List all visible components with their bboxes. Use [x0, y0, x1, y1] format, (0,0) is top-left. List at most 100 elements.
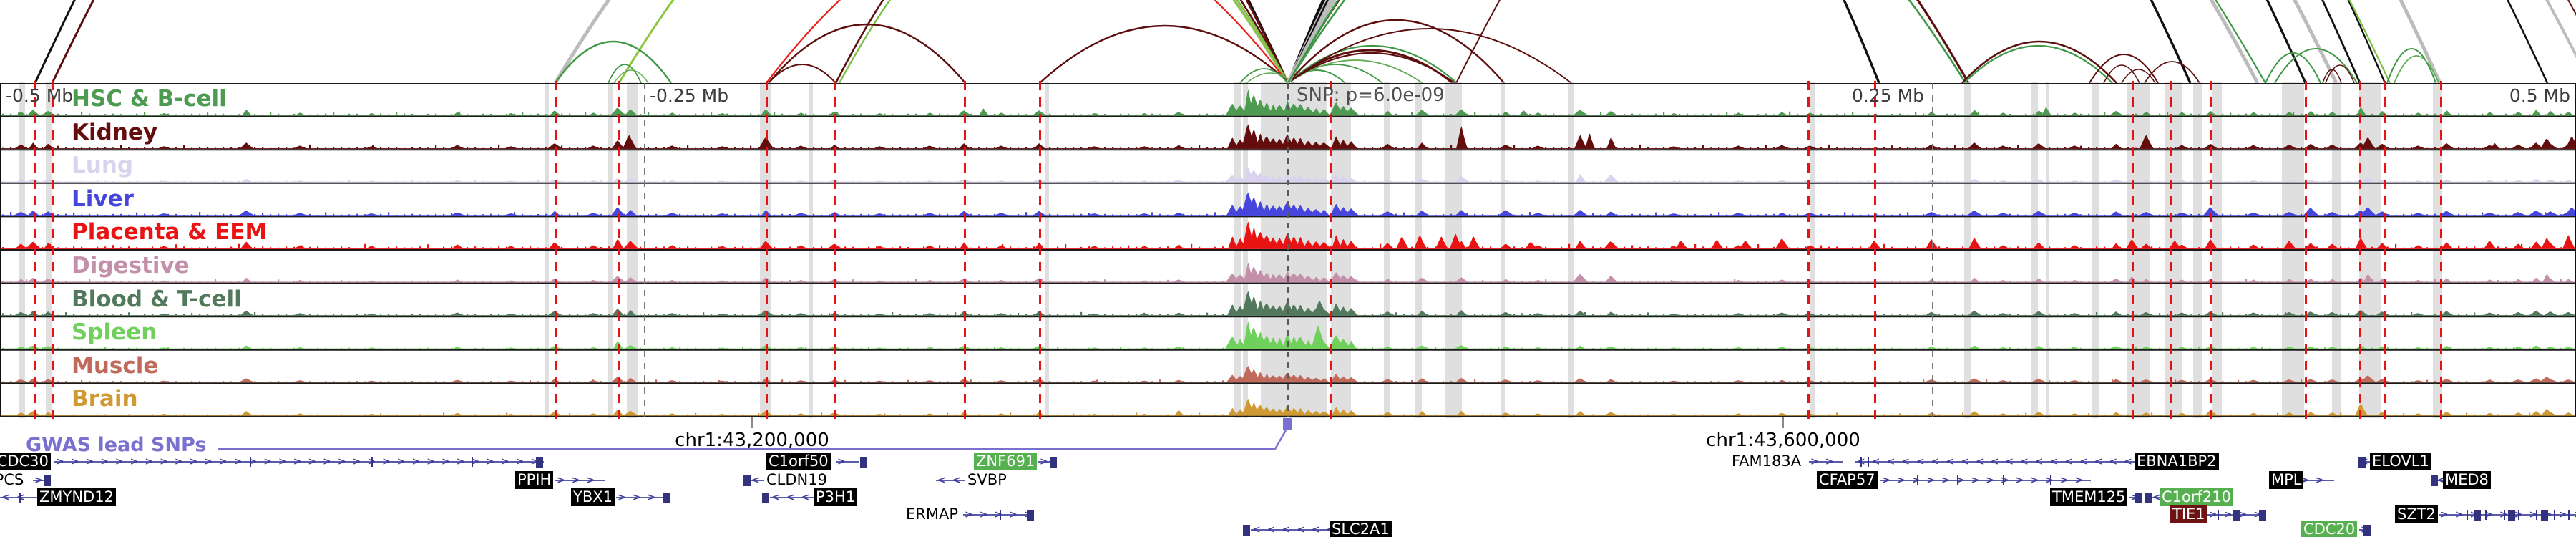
track-peaks: [14, 192, 2576, 216]
exon-block: [2358, 456, 2366, 468]
gene-label-ybx1[interactable]: YBX1: [571, 488, 615, 506]
interaction-arc: [2121, 69, 2156, 83]
track-label-liver[interactable]: Liver: [72, 185, 134, 212]
interaction-arc: [1287, 45, 1458, 83]
gene-label-c1orf50[interactable]: C1orf50: [766, 453, 831, 470]
interaction-arc: [2089, 54, 2159, 83]
gene-label-ppcs[interactable]: PPCS: [0, 471, 24, 488]
gwas-lead-snps-label: GWAS lead SNPs: [26, 434, 207, 456]
track-side-border: [2575, 83, 2576, 417]
scale-label: -0.5 Mb: [6, 85, 74, 106]
strand-direction-arrows: <: [2437, 474, 2443, 487]
coordinate-label: chr1:43,600,000: [1706, 430, 1860, 451]
interaction-arc: [2274, 48, 2358, 83]
track-peaks: [16, 89, 2574, 115]
gene-label-cfap57[interactable]: CFAP57: [1817, 471, 1878, 489]
gene-label-znf691[interactable]: ZNF691: [974, 453, 1038, 470]
interaction-arc: [608, 64, 642, 83]
track-peaks: [16, 167, 2575, 183]
lead-snp-line: [2209, 81, 2212, 419]
track-side-border: [0, 83, 1, 417]
strand-direction-arrows: <: [2152, 491, 2160, 504]
scale-tick-line: [644, 83, 645, 417]
exon-tick: [1000, 510, 1002, 520]
track-label-digestive[interactable]: Digestive: [72, 253, 190, 279]
lead-snp-line: [1807, 81, 1810, 419]
snp-position-line: [1287, 83, 1289, 417]
gene-strand-c1orf50: >: [836, 455, 859, 468]
track-label-lung[interactable]: Lung: [72, 153, 134, 179]
interaction-arc: [555, 40, 672, 83]
exon-tick: [1917, 475, 1919, 485]
exon-block: [2431, 475, 2438, 486]
interaction-arc: [1039, 24, 1290, 83]
gene-label-med8[interactable]: MED8: [2443, 471, 2491, 489]
gene-label-svbp[interactable]: SVBP: [967, 471, 1007, 488]
strand-direction-arrows: >>: [2301, 475, 2331, 486]
lead-snp-line: [765, 81, 768, 419]
gene-label-tie1[interactable]: TIE1: [2170, 505, 2207, 523]
exon-block: [2259, 509, 2266, 521]
track-label-placenta-eem[interactable]: Placenta & EEM: [72, 219, 268, 246]
scale-label: 0.25 Mb: [1852, 85, 1925, 106]
exon-tick: [2050, 475, 2052, 485]
exon-block: [2363, 524, 2371, 536]
gene-label-p3h1[interactable]: P3H1: [814, 488, 858, 506]
gene-label-fam183a[interactable]: FAM183A: [1732, 453, 1802, 470]
scale-tick-line: [1932, 83, 1933, 417]
gene-strand-tmem125: >: [2129, 491, 2136, 504]
gene-label-ebna1bp2[interactable]: EBNA1BP2: [2135, 453, 2219, 470]
gene-label-cdc20[interactable]: CDC20: [2301, 521, 2358, 537]
interaction-arc: [768, 64, 836, 83]
lead-snp-line: [51, 81, 54, 419]
lead-snp-line: [1038, 81, 1041, 419]
gene-strand-ppih: >>>: [555, 474, 605, 487]
gene-label-tmem125[interactable]: TMEM125: [2050, 488, 2128, 506]
gene-strand-med8: <: [2436, 474, 2443, 487]
gene-label-zmynd12[interactable]: ZMYND12: [37, 488, 116, 506]
gene-strand-ybx1: >>>: [616, 491, 664, 504]
strand-direction-arrows: >>>: [557, 475, 602, 486]
gene-label-c1orf210[interactable]: C1orf210: [2160, 488, 2233, 506]
gene-label-ppih[interactable]: PPIH: [515, 471, 554, 489]
gene-label-slc2a1[interactable]: SLC2A1: [1330, 521, 1392, 537]
exon-tick: [2554, 510, 2556, 520]
interaction-arc: [2144, 61, 2200, 83]
gene-label-ccdc30[interactable]: CCDC30: [0, 453, 51, 470]
lead-snp-line: [2439, 81, 2442, 419]
gene-label-cldn19[interactable]: CLDN19: [766, 471, 827, 488]
gene-label-mpl[interactable]: MPL: [2269, 471, 2304, 489]
gene-strand-c1orf210: <: [2151, 491, 2160, 504]
strand-direction-arrows: >: [2131, 491, 2136, 504]
gene-label-szt2[interactable]: SZT2: [2395, 505, 2438, 523]
exon-block: [663, 492, 670, 503]
track-label-kidney[interactable]: Kidney: [72, 119, 158, 145]
gene-strand-svbp: <<: [936, 474, 965, 487]
strand-direction-arrows: <<: [937, 475, 965, 486]
gene-strand-ccdc30: >>>>>>>>>>>>>>>>>>>>>>>>>>>>>>>>>>>>>>>>: [54, 455, 544, 468]
gene-label-ermap[interactable]: ERMAP: [906, 505, 959, 523]
interaction-arc: [2325, 64, 2355, 83]
track-label-brain[interactable]: Brain: [72, 386, 138, 412]
track-label-muscle[interactable]: Muscle: [72, 352, 159, 379]
interaction-arc: [768, 23, 966, 83]
gene-label-elovl1[interactable]: ELOVL1: [2370, 453, 2431, 470]
exon-tick: [371, 457, 374, 467]
gene-strand-ppcs: >: [33, 474, 44, 487]
gene-strand-ebna1bp2: <<<<<<<<<<<<<<<<<<<<<<: [1855, 455, 2135, 468]
interaction-arc: [2386, 48, 2436, 83]
strand-direction-arrows: >>>>>: [965, 509, 1028, 521]
gene-strand-cdc20: >: [2359, 523, 2364, 536]
track-label-blood-t-cell[interactable]: Blood & T-cell: [72, 286, 242, 312]
exon-tick: [2518, 510, 2520, 520]
exon-tick: [1868, 457, 1870, 467]
exon-block: [860, 456, 867, 468]
strand-direction-arrows: <<<: [771, 492, 814, 503]
interaction-arc: [1287, 52, 1455, 83]
track-label-spleen[interactable]: Spleen: [72, 319, 157, 346]
track-label-hsc-b-cell[interactable]: HSC & B-cell: [72, 86, 227, 112]
track-peaks: [16, 262, 2574, 282]
gene-strand-mpl: >>: [2299, 474, 2334, 487]
